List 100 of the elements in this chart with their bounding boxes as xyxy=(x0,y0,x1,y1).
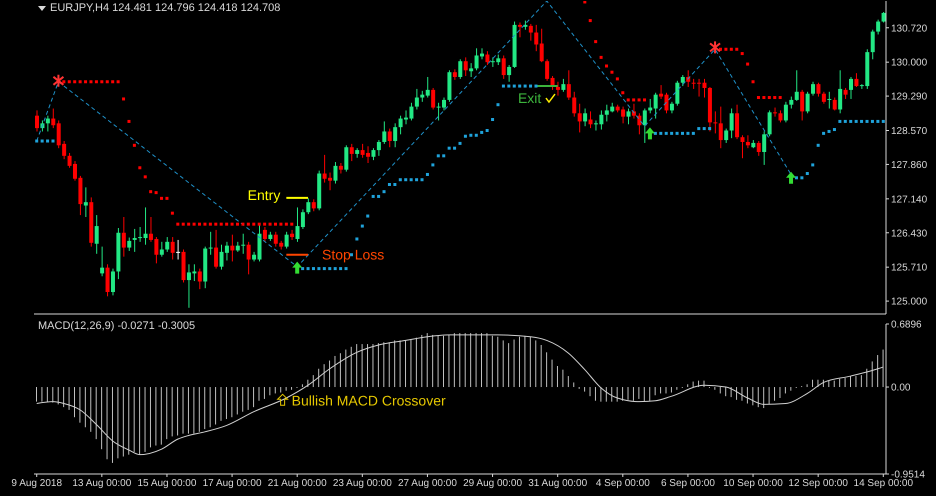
x-tick-label: 9 Aug 2018 xyxy=(11,478,62,490)
candlestick xyxy=(230,234,234,262)
candlestick xyxy=(355,148,360,158)
candlestick xyxy=(838,70,842,114)
candlestick xyxy=(794,70,799,102)
candlestick xyxy=(350,143,354,162)
candlestick xyxy=(262,226,267,242)
candlestick xyxy=(827,91,832,110)
x-tick-label: 12 Sep 00:00 xyxy=(788,478,848,490)
candlestick xyxy=(768,110,772,137)
candlestick xyxy=(122,216,126,258)
candlestick xyxy=(306,198,310,215)
candlestick xyxy=(870,29,875,60)
x-tick-label: 10 Sep 00:00 xyxy=(723,478,784,490)
candlestick xyxy=(718,106,723,149)
candlestick xyxy=(268,231,272,242)
candlestick xyxy=(100,246,104,277)
candlestick xyxy=(724,128,728,144)
candlestick xyxy=(464,56,468,77)
candlestick xyxy=(528,23,533,42)
x-tick-label: 14 Sep 00:00 xyxy=(854,478,914,490)
candlestick xyxy=(502,54,506,80)
x-tick-label: 17 Aug 00:00 xyxy=(202,478,262,490)
candlestick xyxy=(561,78,566,92)
candlestick xyxy=(670,101,674,114)
x-tick-label: 29 Aug 00:00 xyxy=(463,478,522,490)
candlestick xyxy=(284,231,289,250)
candlestick xyxy=(806,91,810,114)
x-tick-label: 31 Aug 00:00 xyxy=(528,478,588,490)
candlestick xyxy=(773,107,778,118)
x-tick-label: 23 Aug 00:00 xyxy=(332,478,392,490)
candlestick xyxy=(132,228,137,252)
candlestick xyxy=(789,96,794,110)
candlestick xyxy=(452,68,457,80)
candlestick xyxy=(388,128,392,148)
candlestick xyxy=(822,91,826,104)
candlestick xyxy=(214,229,218,270)
candlestick xyxy=(675,80,680,106)
candlestick xyxy=(170,236,175,260)
candlestick xyxy=(382,120,386,144)
x-tick-label: 27 Aug 00:00 xyxy=(398,478,458,490)
y-tick-label: 130.000 xyxy=(891,58,928,69)
candlestick xyxy=(730,108,734,139)
candlestick xyxy=(241,233,246,254)
candlestick xyxy=(566,70,571,100)
candlestick xyxy=(882,11,886,24)
candlestick xyxy=(507,64,512,82)
candlestick xyxy=(735,104,740,140)
candlestick xyxy=(127,237,132,252)
candlestick xyxy=(236,241,240,252)
candlestick xyxy=(312,198,316,212)
candlestick xyxy=(338,162,343,174)
candlestick xyxy=(94,214,99,254)
candlestick xyxy=(556,81,560,96)
candlestick xyxy=(523,20,528,30)
candlestick xyxy=(393,122,398,148)
candlestick xyxy=(583,108,588,127)
candlestick xyxy=(713,110,718,134)
y-tick-label: 125.000 xyxy=(891,296,928,308)
candlestick xyxy=(578,103,582,133)
candlestick xyxy=(746,134,750,149)
x-tick-label: 13 Aug 00:00 xyxy=(72,478,132,490)
candlestick xyxy=(414,88,419,110)
candlestick xyxy=(844,87,848,100)
candlestick xyxy=(290,229,294,240)
candlestick xyxy=(160,241,164,258)
candlestick xyxy=(485,50,490,66)
candlestick xyxy=(588,110,593,129)
candlestick xyxy=(642,108,647,144)
chart-title: MACD(12,26,9) -0.0271 -0.3005 xyxy=(38,320,196,332)
candlestick xyxy=(637,112,642,135)
annotation: Bullish MACD Crossover xyxy=(292,392,446,408)
candlestick xyxy=(458,58,462,80)
series-label: Stop Loss xyxy=(322,246,384,263)
y-tick-label: 130.720 xyxy=(891,23,928,34)
candlestick xyxy=(518,22,522,38)
candlestick xyxy=(854,72,858,88)
candlestick xyxy=(778,110,782,123)
candlestick xyxy=(46,115,50,132)
candlestick xyxy=(876,19,880,35)
chart-title: EURJPY,H4 124.481 124.796 124.418 124.708 xyxy=(50,2,280,14)
point xyxy=(52,74,64,88)
candlestick xyxy=(572,91,576,118)
candlestick xyxy=(784,101,788,123)
candlestick xyxy=(371,148,376,161)
point xyxy=(644,127,655,140)
candlestick xyxy=(686,70,690,88)
candlestick xyxy=(431,87,436,110)
y-tick-label: 127.860 xyxy=(891,160,928,171)
y-tick-label: 0.00 xyxy=(891,382,911,394)
point xyxy=(786,172,796,184)
candlestick xyxy=(198,268,202,290)
y-tick-label: 127.140 xyxy=(891,194,928,206)
candlestick xyxy=(832,97,837,111)
candlestick xyxy=(680,74,685,87)
candlestick xyxy=(800,89,804,121)
candlestick xyxy=(626,108,631,125)
candlestick xyxy=(333,162,338,184)
line-series xyxy=(36,334,884,456)
y-tick-label: 129.290 xyxy=(891,92,928,103)
